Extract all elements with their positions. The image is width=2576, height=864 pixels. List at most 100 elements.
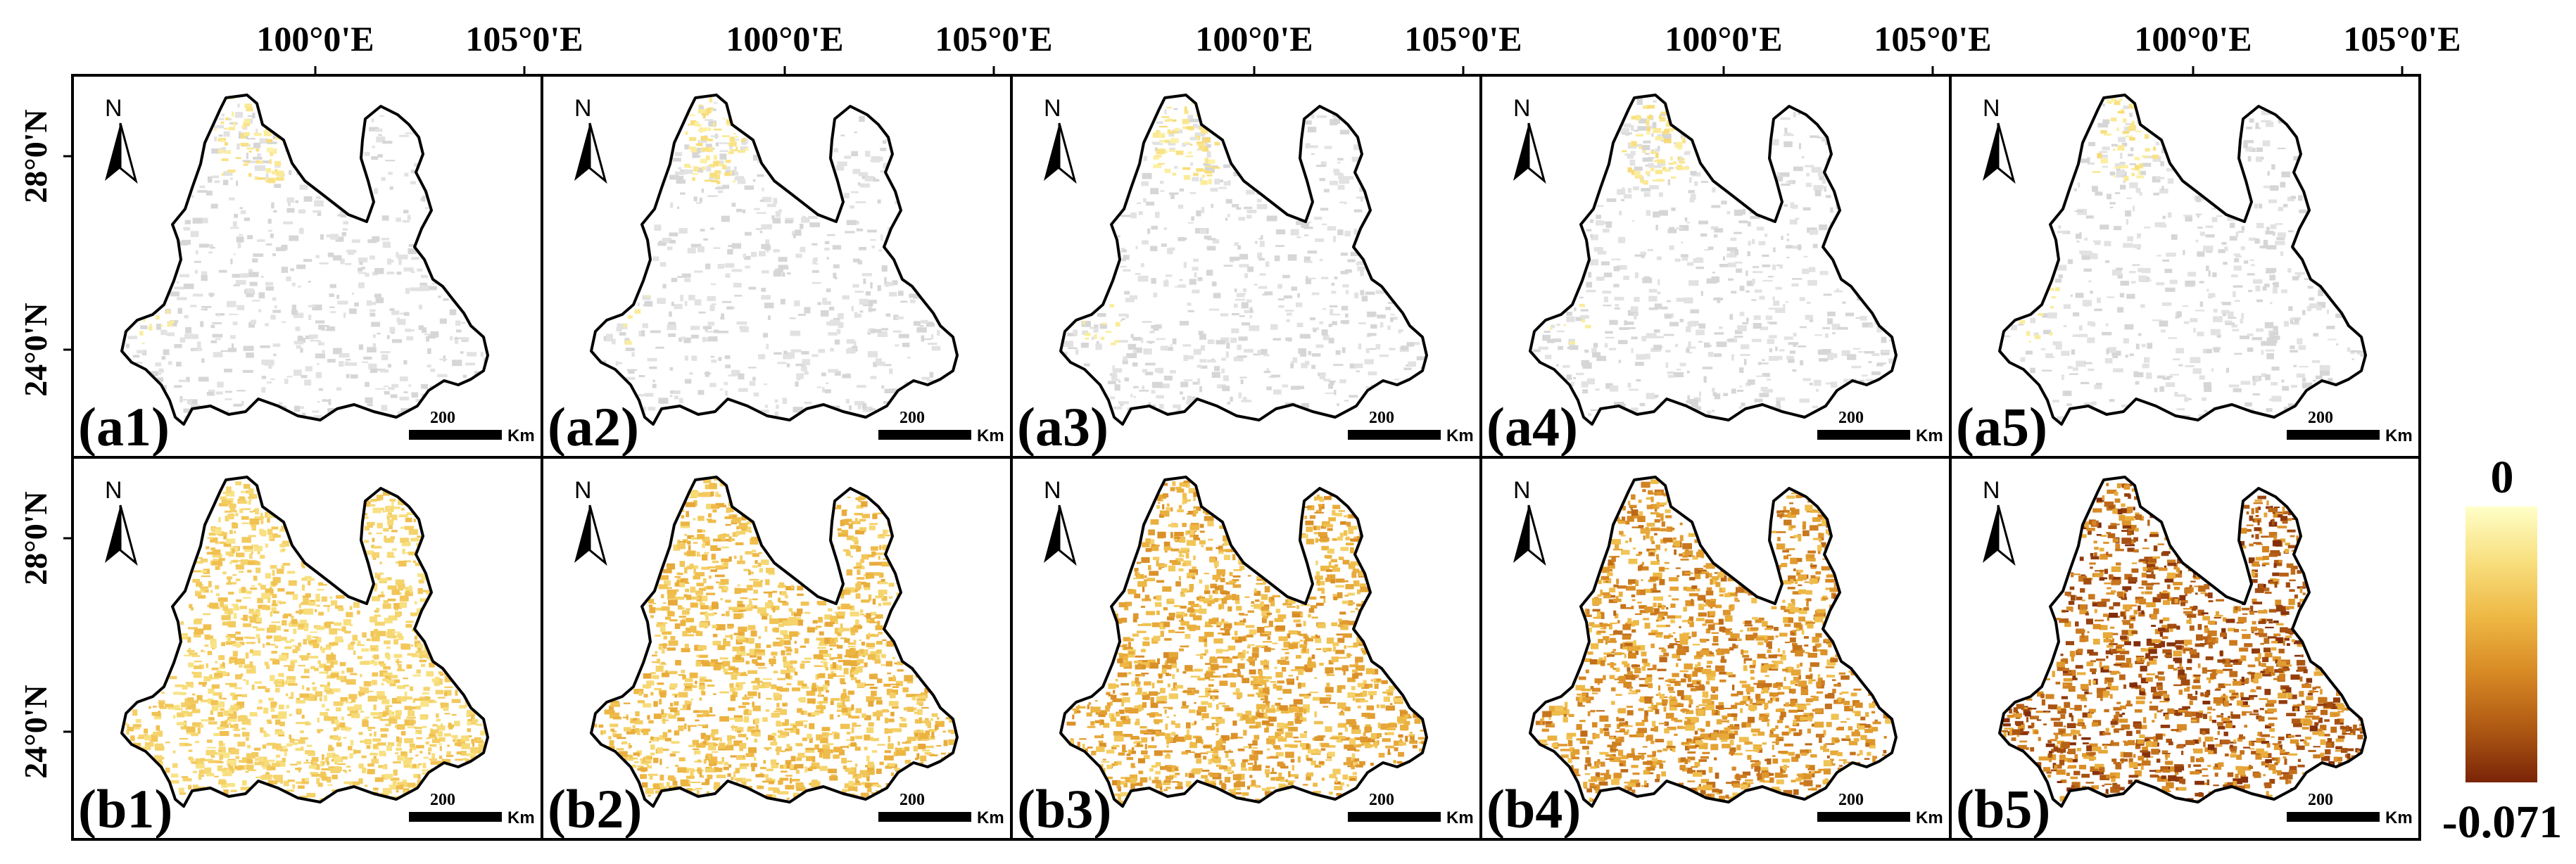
panel-label: (a2) bbox=[548, 396, 639, 457]
longitude-label: 105°0'E bbox=[935, 19, 1052, 58]
province-boundary bbox=[590, 94, 959, 426]
map-panel-b4: N (b4) 200 Km bbox=[1479, 456, 1952, 841]
longitude-label: 105°0'E bbox=[1404, 19, 1522, 58]
map-panel-b2: N (b2) 200 Km bbox=[541, 456, 1013, 841]
map-panel-a2: N (a2) 200 Km bbox=[541, 74, 1013, 459]
scale-value: 200 bbox=[430, 791, 455, 809]
north-arrow-right bbox=[1997, 504, 2016, 566]
scale-value: 200 bbox=[2308, 409, 2333, 427]
province-boundary bbox=[120, 476, 489, 808]
panel-label: (a4) bbox=[1486, 396, 1578, 457]
raster-fill bbox=[593, 478, 957, 803]
north-arrow-right bbox=[1058, 504, 1077, 566]
map-panel-b3: N (b3) 200 Km bbox=[1010, 456, 1482, 841]
scale-value: 200 bbox=[1369, 791, 1394, 809]
colorbar: 0 -0.071 bbox=[2442, 452, 2562, 848]
raster-fill bbox=[2003, 97, 2366, 421]
north-arrow-left bbox=[1513, 123, 1529, 181]
longitude-label: 100°0'E bbox=[1665, 19, 1782, 58]
north-arrow-right bbox=[1058, 122, 1077, 184]
province-boundary bbox=[1998, 476, 2367, 808]
scale-value: 200 bbox=[899, 409, 925, 427]
longitude-label: 100°0'E bbox=[256, 19, 374, 58]
north-arrow-left bbox=[1044, 505, 1059, 563]
scale-value: 200 bbox=[430, 409, 455, 427]
scale-value: 200 bbox=[1838, 791, 1864, 809]
raster-fill bbox=[1066, 481, 1427, 805]
map-panel-a5: N (a5) 200 Km bbox=[1949, 74, 2421, 459]
scale-unit: Km bbox=[1916, 808, 1943, 827]
north-label: N bbox=[1513, 477, 1531, 504]
scale-bar-line bbox=[409, 430, 502, 440]
scale-bar-line bbox=[409, 812, 502, 822]
longitude-label: 100°0'E bbox=[1195, 19, 1313, 58]
scale-bar: 200 Km bbox=[1348, 791, 1474, 827]
map-panel-b5: N (b5) 200 Km bbox=[1949, 456, 2421, 841]
scale-bar: 200 Km bbox=[409, 791, 535, 827]
north-arrow-right bbox=[1997, 122, 2016, 184]
scale-unit: Km bbox=[2385, 808, 2413, 827]
north-arrow-icon: N bbox=[105, 477, 138, 566]
raster-fill bbox=[1062, 101, 1427, 413]
north-arrow-left bbox=[574, 123, 590, 181]
scale-bar-line bbox=[2287, 812, 2380, 822]
province-boundary bbox=[1529, 94, 1898, 426]
north-arrow-icon: N bbox=[574, 477, 607, 566]
panel-label: (b5) bbox=[1956, 778, 2050, 839]
scale-bar: 200 Km bbox=[1817, 409, 1943, 445]
scale-bar: 200 Km bbox=[1817, 791, 1943, 827]
axis-labels: 100°0'E 105°0'E 100°0'E 105°0'E 100°0'E 105°0… bbox=[18, 19, 2461, 779]
raster-fill bbox=[2002, 483, 2366, 803]
scale-bar-line bbox=[1348, 812, 1441, 822]
scale-bar: 200 Km bbox=[2287, 791, 2413, 827]
longitude-label: 105°0'E bbox=[2343, 19, 2461, 58]
map-panel-a1: N (a1) 200 Km bbox=[71, 74, 543, 459]
latitude-label: 24°0'N bbox=[18, 303, 53, 396]
panel-frame bbox=[1949, 74, 2421, 459]
north-label: N bbox=[1983, 477, 2000, 504]
north-arrow-icon: N bbox=[105, 95, 138, 184]
north-arrow-left bbox=[1983, 505, 1998, 563]
colorbar-max-label: 0 bbox=[2491, 452, 2514, 503]
scale-bar-line bbox=[878, 812, 971, 822]
province-boundary bbox=[120, 94, 489, 426]
north-arrow-icon: N bbox=[1983, 477, 2016, 566]
scale-unit: Km bbox=[2385, 426, 2413, 445]
north-arrow-icon: N bbox=[1513, 477, 1546, 566]
province-boundary bbox=[590, 476, 959, 808]
north-label: N bbox=[1044, 95, 1061, 122]
scale-bar-line bbox=[1817, 430, 1910, 440]
north-arrow-icon: N bbox=[1983, 95, 2016, 184]
panel-label: (a5) bbox=[1956, 396, 2047, 457]
panel-label: (a3) bbox=[1017, 396, 1109, 457]
north-arrow-right bbox=[1527, 504, 1546, 566]
province-boundary bbox=[1529, 476, 1898, 808]
north-arrow-right bbox=[588, 122, 607, 184]
colorbar-gradient bbox=[2465, 507, 2537, 782]
raster-fill bbox=[602, 97, 957, 419]
raster-fill bbox=[1533, 99, 1896, 417]
north-arrow-left bbox=[1044, 123, 1059, 181]
scale-bar-line bbox=[2287, 430, 2380, 440]
scale-value: 200 bbox=[899, 791, 925, 809]
colorbar-min-label: -0.071 bbox=[2442, 796, 2562, 848]
longitude-label: 105°0'E bbox=[465, 19, 583, 58]
scale-bar-line bbox=[1348, 430, 1441, 440]
north-label: N bbox=[1044, 477, 1061, 504]
panel-frame bbox=[1010, 456, 1482, 841]
panel-frame bbox=[541, 74, 1013, 459]
north-label: N bbox=[1513, 95, 1531, 122]
north-arrow-right bbox=[588, 504, 607, 566]
map-panel-a3: N (a3) 200 Km bbox=[1010, 74, 1482, 459]
latitude-label: 24°0'N bbox=[18, 685, 53, 778]
raster-fill bbox=[124, 481, 488, 804]
longitude-label: 100°0'E bbox=[726, 19, 843, 58]
north-arrow-right bbox=[1527, 122, 1546, 184]
panel-frame bbox=[541, 456, 1013, 841]
north-label: N bbox=[574, 95, 592, 122]
scale-unit: Km bbox=[977, 426, 1004, 445]
map-panel-a4: N (a4) 200 Km bbox=[1479, 74, 1952, 459]
scale-unit: Km bbox=[1916, 426, 1943, 445]
panel-label: (a1) bbox=[78, 396, 170, 457]
